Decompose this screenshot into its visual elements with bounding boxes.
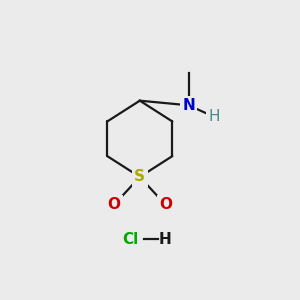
Text: H: H	[159, 232, 172, 247]
Text: O: O	[159, 197, 172, 212]
Text: S: S	[134, 169, 145, 184]
Text: H: H	[208, 109, 220, 124]
Text: O: O	[108, 197, 121, 212]
Text: N: N	[182, 98, 195, 113]
Text: Cl: Cl	[122, 232, 139, 247]
